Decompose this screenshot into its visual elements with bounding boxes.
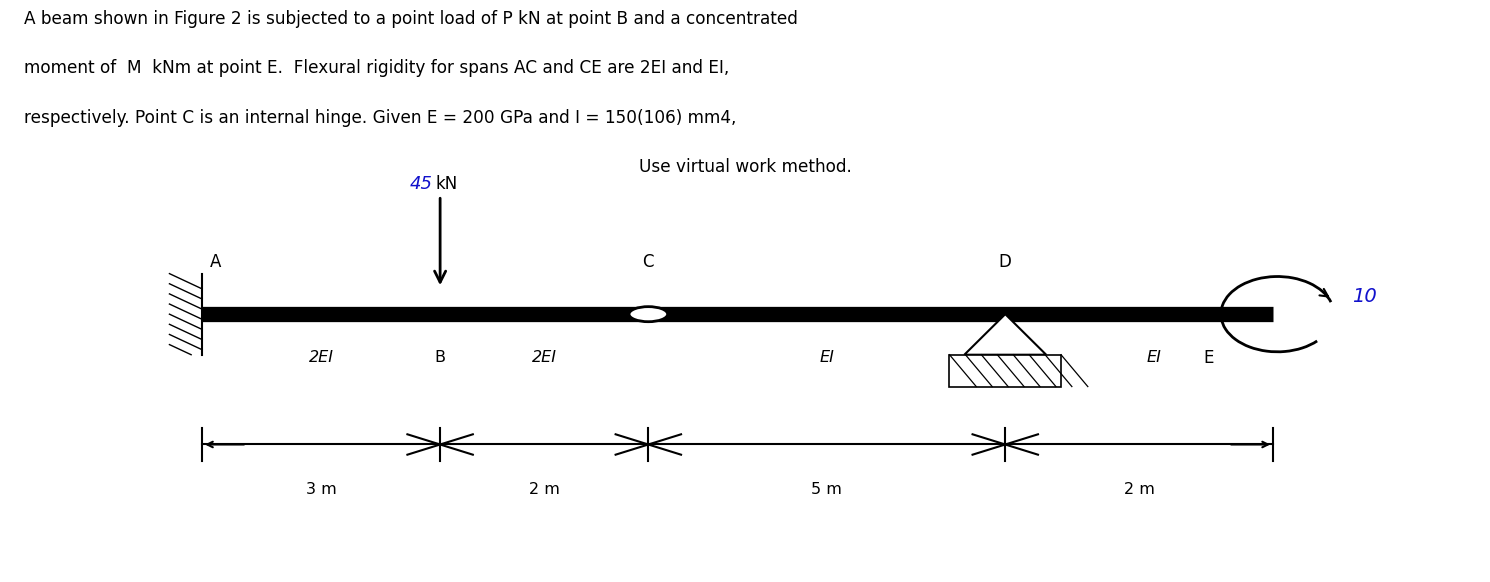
Text: 10: 10	[1351, 288, 1377, 306]
Text: 3 m: 3 m	[305, 482, 337, 497]
Text: 5 m: 5 m	[812, 482, 842, 497]
Bar	[949, 354, 1061, 386]
Text: moment of  M  kNm at point E.  Flexural rigidity for spans AC and CE are 2EI and: moment of M kNm at point E. Flexural rig…	[24, 59, 729, 77]
Text: Use virtual work method.: Use virtual work method.	[639, 158, 851, 176]
Text: A: A	[210, 253, 221, 271]
Text: 2EI: 2EI	[532, 350, 557, 365]
Text: 2 m: 2 m	[529, 482, 560, 497]
Text: EI: EI	[820, 350, 834, 365]
Text: 2EI: 2EI	[308, 350, 334, 365]
Text: C: C	[642, 253, 654, 271]
Text: 2 m: 2 m	[1123, 482, 1155, 497]
Text: E: E	[1202, 349, 1213, 367]
Text: D: D	[998, 253, 1012, 271]
Circle shape	[629, 307, 668, 322]
Text: B: B	[435, 350, 446, 365]
Text: EI: EI	[1146, 350, 1161, 365]
Text: 45: 45	[410, 175, 432, 193]
Bar	[170, 274, 203, 354]
Text: kN: kN	[435, 175, 457, 193]
Text: A beam shown in Figure 2 is subjected to a point load of P kN at point B and a c: A beam shown in Figure 2 is subjected to…	[24, 10, 797, 28]
Text: respectively. Point C is an internal hinge. Given E = 200 GPa and I = 150(106) m: respectively. Point C is an internal hin…	[24, 109, 736, 126]
Polygon shape	[964, 314, 1046, 354]
